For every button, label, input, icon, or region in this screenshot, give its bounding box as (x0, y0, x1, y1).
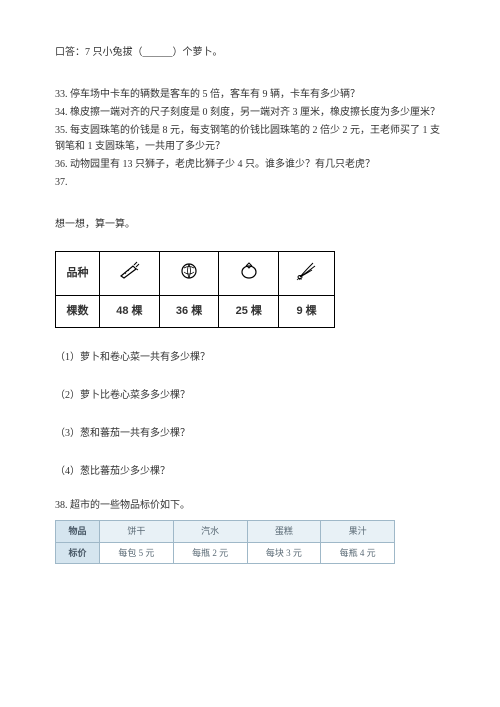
price-table: 物品 饼干 汽水 蛋糕 果汁 标价 每包 5 元 每瓶 2 元 每块 3 元 每… (55, 520, 395, 564)
tomato-icon (237, 259, 261, 281)
price-col-2: 汽水 (173, 521, 247, 542)
price-val-3: 每块 3 元 (247, 542, 321, 563)
cabbage-icon (177, 259, 201, 281)
question-4: （4）葱比蕃茄少多少棵？ (55, 464, 445, 480)
vegetable-table: 品种 棵 (55, 251, 335, 328)
price-head-item: 物品 (56, 521, 100, 542)
question-1: （1）萝卜和卷心菜一共有多少棵？ (55, 350, 445, 366)
row-header-kind: 品种 (56, 252, 100, 296)
problem-36: 36. 动物园里有 13 只狮子，老虎比狮子少 4 只。谁多谁少？有几只老虎？ (55, 157, 445, 173)
price-val-1: 每包 5 元 (100, 542, 174, 563)
price-col-4: 果汁 (321, 521, 395, 542)
problem-37: 37. (55, 175, 445, 191)
carrot-icon (117, 259, 141, 281)
question-3: （3）葱和蕃茄一共有多少棵？ (55, 426, 445, 442)
problem-34: 34. 橡皮擦一端对齐的尺子刻度是 0 刻度，另一端对齐 3 厘米，橡皮擦长度为… (55, 105, 445, 121)
count-scallion: 9 棵 (279, 295, 335, 328)
blank-answer-line: 口答：7 只小兔拔（______）个萝卜。 (55, 45, 445, 61)
problem-35: 35. 每支圆珠笔的价钱是 8 元，每支钢笔的价钱比圆珠笔的 2 倍少 2 元，… (55, 123, 445, 155)
problem-38: 38. 超市的一些物品标价如下。 (55, 498, 445, 514)
scallion-icon (295, 259, 319, 281)
tomato-icon-cell (219, 252, 279, 296)
price-head-price: 标价 (56, 542, 100, 563)
cabbage-icon-cell (159, 252, 219, 296)
count-carrot: 48 棵 (100, 295, 160, 328)
price-val-4: 每瓶 4 元 (321, 542, 395, 563)
scallion-icon-cell (279, 252, 335, 296)
question-2: （2）萝卜比卷心菜多多少棵？ (55, 388, 445, 404)
count-tomato: 25 棵 (219, 295, 279, 328)
carrot-icon-cell (100, 252, 160, 296)
row-header-count: 棵数 (56, 295, 100, 328)
problem-33: 33. 停车场中卡车的辆数是客车的 5 倍，客车有 9 辆，卡车有多少辆？ (55, 87, 445, 103)
price-val-2: 每瓶 2 元 (173, 542, 247, 563)
price-col-1: 饼干 (100, 521, 174, 542)
count-cabbage: 36 棵 (159, 295, 219, 328)
think-prompt: 想一想，算一算。 (55, 217, 445, 233)
price-col-3: 蛋糕 (247, 521, 321, 542)
